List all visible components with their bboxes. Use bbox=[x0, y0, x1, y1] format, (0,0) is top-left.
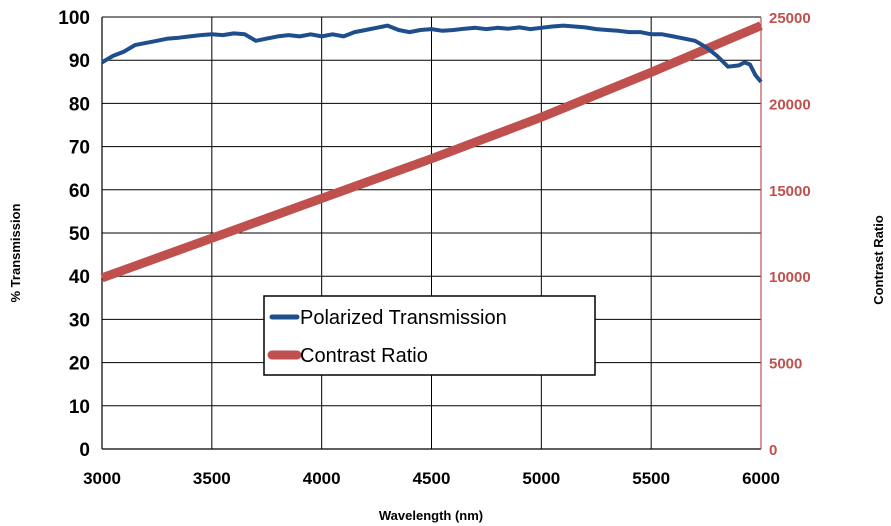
x-tick-label-5: 5500 bbox=[632, 469, 670, 488]
series-line-polarized-transmission bbox=[100, 23, 763, 84]
y2-tick-label-0: 0 bbox=[769, 442, 777, 459]
x-axis-title: Wavelength (nm) bbox=[379, 508, 483, 523]
legend-label-series-1: Polarized Transmission bbox=[300, 307, 507, 329]
x-tick-label-0: 3000 bbox=[83, 469, 121, 488]
y-tick-label-3: 30 bbox=[69, 310, 90, 331]
x-tick-label-2: 4000 bbox=[303, 469, 341, 488]
y-tick-label-7: 70 bbox=[69, 138, 90, 159]
legend-box bbox=[263, 295, 596, 376]
x-tick-label-4: 5000 bbox=[522, 469, 560, 488]
series-line-contrast-ratio bbox=[100, 21, 763, 283]
y2-tick-label-5: 25000 bbox=[769, 10, 811, 27]
y-tick-label-6: 60 bbox=[69, 181, 90, 202]
x-tick-label-3: 4500 bbox=[413, 469, 451, 488]
series bbox=[100, 21, 763, 283]
x-tick-label-1: 3500 bbox=[193, 469, 231, 488]
legend-label-series-2: Contrast Ratio bbox=[300, 345, 428, 367]
y-tick-label-10: 100 bbox=[58, 8, 90, 29]
y-tick-label-5: 50 bbox=[69, 224, 90, 245]
legend: Polarized Transmission Contrast Ratio bbox=[263, 295, 596, 376]
y-tick-label-1: 10 bbox=[69, 397, 90, 418]
x-tick-label-6: 6000 bbox=[742, 469, 780, 488]
y-axis-title: % Transmission bbox=[8, 203, 23, 302]
y2-tick-label-2: 10000 bbox=[769, 269, 811, 286]
axes bbox=[101, 17, 762, 450]
y-tick-label-0: 0 bbox=[79, 440, 90, 461]
y-tick-label-4: 40 bbox=[69, 267, 90, 288]
y2-axis-title: Contrast Ratio bbox=[871, 215, 886, 305]
y-tick-label-9: 90 bbox=[69, 51, 90, 72]
y2-tick-label-3: 15000 bbox=[769, 183, 811, 200]
y2-tick-label-1: 5000 bbox=[769, 356, 802, 373]
y2-tick-label-4: 20000 bbox=[769, 96, 811, 113]
y-tick-label-2: 20 bbox=[69, 354, 90, 375]
y-tick-label-8: 80 bbox=[69, 94, 90, 115]
grid bbox=[101, 16, 762, 450]
tick-labels: 0 10 20 30 40 50 60 70 80 90 100 3000 3500 4000 4500 50… bbox=[58, 8, 810, 488]
